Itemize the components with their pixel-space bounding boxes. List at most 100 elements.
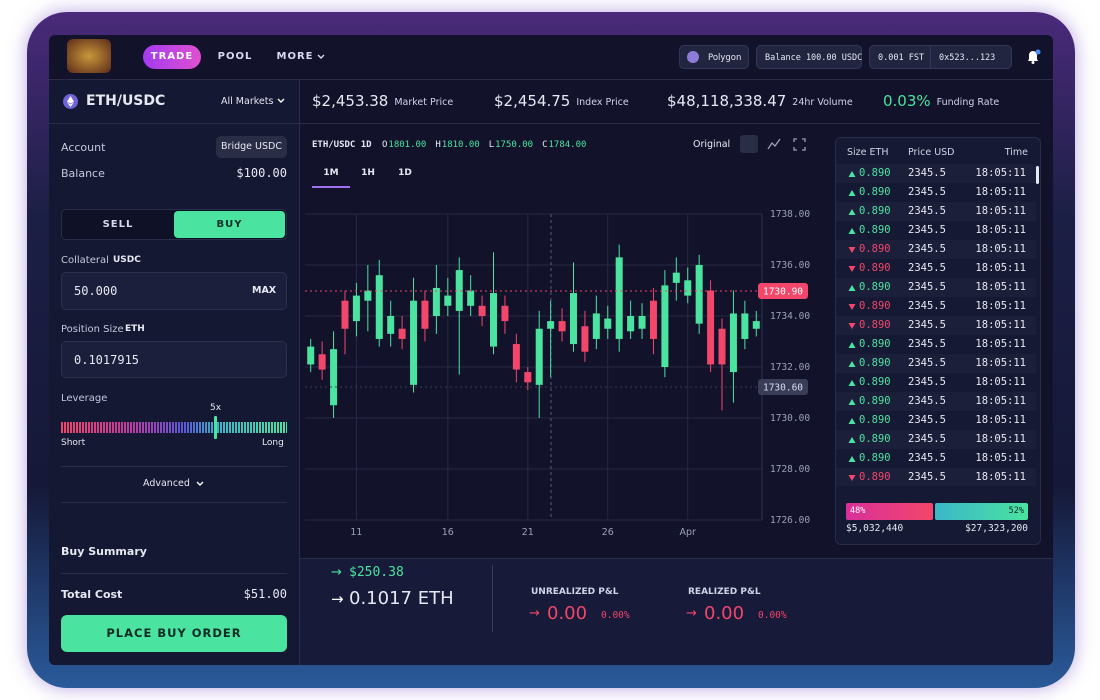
- interval[interactable]: 1M: [323, 168, 339, 178]
- interval[interactable]: 1D: [398, 168, 412, 178]
- candle-body: [501, 305, 509, 322]
- book-price: 2345.5: [908, 357, 946, 369]
- candle-body: [615, 257, 623, 339]
- y-tick-label: 1732.00: [770, 362, 810, 373]
- book-row[interactable]: 0.890 2345.5 18:05:11: [836, 278, 1036, 297]
- book-price: 2345.5: [908, 433, 946, 445]
- line-icon[interactable]: [767, 138, 781, 150]
- buy-tab[interactable]: BUY: [174, 211, 285, 238]
- nav-pool[interactable]: POOL: [217, 51, 253, 62]
- ohlc-value: 1784.00: [548, 140, 587, 150]
- book-time: 18:05:11: [975, 167, 1026, 179]
- submit-button[interactable]: PLACE BUY ORDER: [61, 615, 287, 652]
- pressure-bar: 48%: [846, 503, 934, 520]
- trend-arrow: [848, 418, 856, 424]
- collateral-input[interactable]: [61, 272, 287, 310]
- max-button[interactable]: MAX: [252, 285, 277, 296]
- ohlc-key: C: [542, 140, 548, 150]
- size-label: Position Size: [61, 324, 124, 335]
- pnl-value: 0.00: [547, 603, 588, 624]
- balance-chip[interactable]: Balance 100.00 USDC: [756, 45, 862, 69]
- sell-tab[interactable]: SELL: [102, 219, 134, 230]
- book-size: 0.890: [859, 395, 891, 407]
- logo[interactable]: [67, 39, 111, 73]
- book-row[interactable]: 0.890 2345.5 18:05:11: [836, 354, 1036, 373]
- balance-label: Balance: [61, 167, 105, 180]
- leverage-slider[interactable]: [61, 422, 287, 433]
- candle-body: [467, 290, 475, 306]
- candle-body: [569, 293, 577, 345]
- book-row[interactable]: 0.890 2345.5 18:05:11: [836, 373, 1036, 392]
- candle-body: [604, 318, 612, 329]
- book-row[interactable]: 0.890 2345.5 18:05:11: [836, 392, 1036, 411]
- book-row[interactable]: 0.890 2345.5 18:05:11: [836, 164, 1036, 183]
- fullscreen-icon[interactable]: [793, 138, 806, 151]
- candle-body: [581, 326, 589, 352]
- book-price: 2345.5: [908, 224, 946, 236]
- nav-more[interactable]: MORE: [276, 51, 314, 62]
- trend-arrow: [848, 171, 856, 177]
- bridge-button[interactable]: Bridge USDC: [216, 136, 287, 158]
- book-price: 2345.5: [908, 300, 946, 312]
- advanced-toggle[interactable]: Advanced: [143, 478, 190, 489]
- nav-trade[interactable]: TRADE: [143, 45, 201, 69]
- size-input[interactable]: [61, 341, 287, 378]
- book-row[interactable]: 0.890 2345.5 18:05:11: [836, 468, 1036, 486]
- interval-underline: [312, 186, 350, 188]
- arrow: →: [686, 606, 697, 621]
- book-row[interactable]: 0.890 2345.5 18:05:11: [836, 240, 1036, 259]
- candle-body: [638, 316, 646, 329]
- trend-arrow: [848, 399, 856, 405]
- position-price: $250.38: [349, 565, 404, 580]
- buy-amount: $5,032,440: [846, 523, 904, 534]
- book-row[interactable]: 0.890 2345.5 18:05:11: [836, 411, 1036, 430]
- token-chip[interactable]: 0.001 FST: [869, 45, 931, 69]
- book-row[interactable]: 0.890 2345.5 18:05:11: [836, 221, 1036, 240]
- slider-handle[interactable]: [214, 416, 217, 439]
- candle-body: [524, 372, 532, 383]
- book-size: 0.890: [859, 452, 891, 464]
- book-header: Price USD: [908, 147, 955, 158]
- collateral-label: Collateral: [61, 255, 109, 266]
- candle-body: [352, 295, 360, 322]
- view-mode[interactable]: Original: [693, 139, 731, 150]
- collateral-unit: USDC: [113, 255, 141, 265]
- book-row[interactable]: 0.890 2345.5 18:05:11: [836, 259, 1036, 278]
- bell-icon[interactable]: [1025, 49, 1041, 65]
- book-time: 18:05:11: [975, 281, 1026, 293]
- candle-body: [535, 328, 543, 385]
- divider: [61, 573, 287, 574]
- size-value: 0.1017915: [74, 353, 140, 367]
- book-row[interactable]: 0.890 2345.5 18:05:11: [836, 202, 1036, 221]
- candle-icon[interactable]: [740, 135, 758, 153]
- candle-body: [398, 328, 406, 339]
- chart-symbol: ETH/USDC 1D: [312, 140, 372, 150]
- market-selector[interactable]: All Markets: [221, 96, 274, 107]
- book-row[interactable]: 0.890 2345.5 18:05:11: [836, 316, 1036, 335]
- address-chip[interactable]: 0x523...123: [930, 45, 1012, 69]
- book-row[interactable]: 0.890 2345.5 18:05:11: [836, 449, 1036, 468]
- book-row[interactable]: 0.890 2345.5 18:05:11: [836, 335, 1036, 354]
- trend-arrow: [848, 266, 856, 272]
- interval[interactable]: 1H: [361, 168, 375, 178]
- book-time: 18:05:11: [975, 376, 1026, 388]
- balance-value: $100.00: [236, 166, 287, 180]
- candle-body: [752, 321, 760, 329]
- book-row[interactable]: 0.890 2345.5 18:05:11: [836, 430, 1036, 449]
- book-time: 18:05:11: [975, 433, 1026, 445]
- book-row[interactable]: 0.890 2345.5 18:05:11: [836, 297, 1036, 316]
- leverage-label: Leverage: [61, 393, 108, 404]
- y-tick-label: 1734.00: [770, 311, 810, 322]
- long-label: Long: [262, 438, 284, 448]
- book-time: 18:05:11: [975, 319, 1026, 331]
- chevron: [317, 54, 325, 59]
- candle-body: [718, 328, 726, 365]
- book-row[interactable]: 0.890 2345.5 18:05:11: [836, 183, 1036, 202]
- candle-body: [444, 295, 452, 306]
- collateral-value: 50.000: [74, 284, 118, 298]
- trend-arrow: [848, 285, 856, 291]
- book-header: Time: [1004, 147, 1028, 158]
- trend-arrow: [848, 228, 856, 234]
- book-size: 0.890: [859, 357, 891, 369]
